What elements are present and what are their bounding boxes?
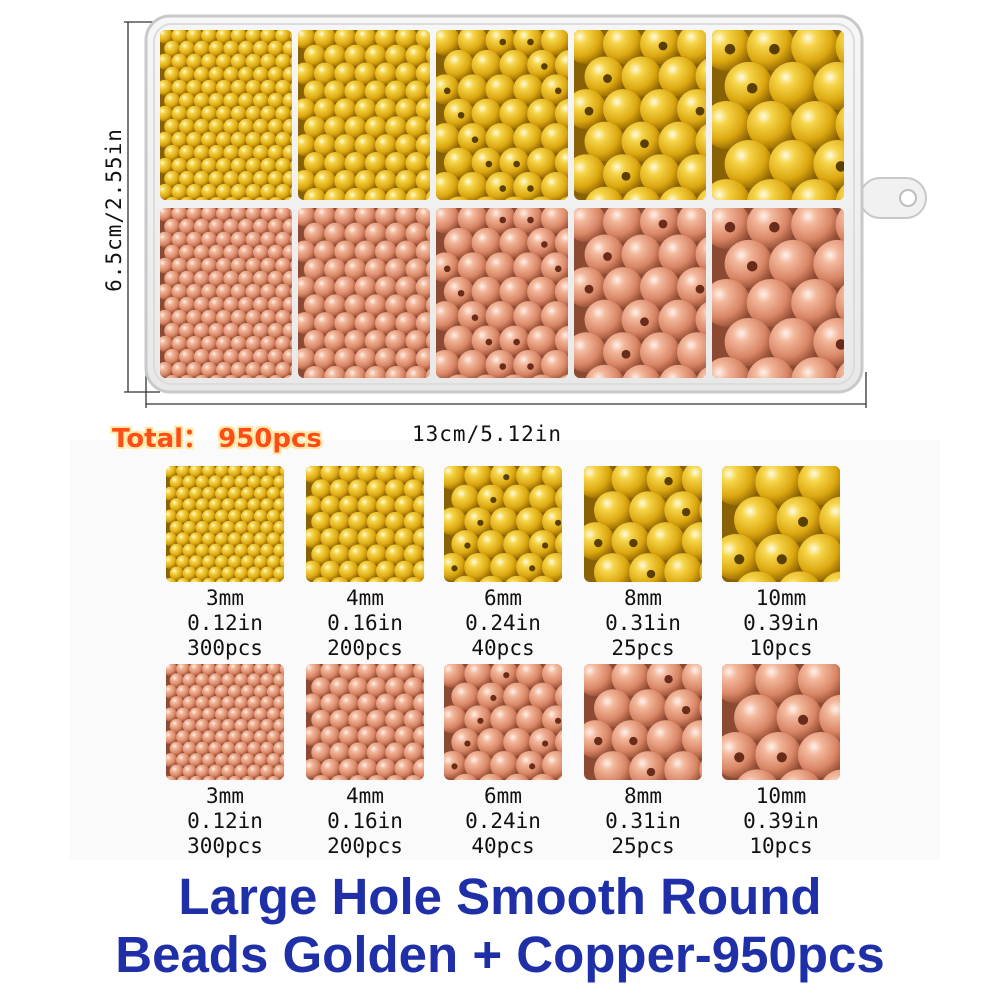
copper-4mm-caption: 4mm 0.16in 200pcs — [300, 784, 430, 859]
compartment-golden-4 — [574, 30, 706, 200]
compartment-copper-1 — [160, 208, 292, 378]
size-inch: 0.31in — [605, 611, 681, 635]
copper-6mm-caption: 6mm 0.24in 40pcs — [438, 784, 568, 859]
box-height-label: 6.5cm/2.55in — [102, 128, 126, 292]
swatch-copper-1 — [166, 664, 284, 780]
golden-8mm-caption: 8mm 0.31in 25pcs — [578, 586, 708, 661]
compartment-copper-2 — [298, 208, 430, 378]
piece-count: 200pcs — [327, 834, 403, 858]
size-mm: 4mm — [346, 784, 384, 808]
golden-10mm-caption: 10mm 0.39in 10pcs — [716, 586, 846, 661]
size-inch: 0.39in — [743, 611, 819, 635]
compartment-golden-1 — [160, 30, 292, 200]
size-inch: 0.24in — [465, 611, 541, 635]
compartment-copper-3 — [436, 208, 568, 378]
piece-count: 40pcs — [471, 636, 535, 660]
compartment-copper-5 — [712, 208, 844, 378]
size-mm: 6mm — [484, 586, 522, 610]
size-mm: 3mm — [206, 586, 244, 610]
compartment-golden-2 — [298, 30, 430, 200]
piece-count: 10pcs — [749, 636, 813, 660]
size-inch: 0.12in — [187, 611, 263, 635]
size-mm: 4mm — [346, 586, 384, 610]
piece-count: 40pcs — [471, 834, 535, 858]
golden-4mm-caption: 4mm 0.16in 200pcs — [300, 586, 430, 661]
swatch-copper-4 — [584, 664, 702, 780]
copper-10mm-caption: 10mm 0.39in 10pcs — [716, 784, 846, 859]
total-count-badge: Total： 950pcs — [112, 424, 322, 454]
piece-count: 25pcs — [611, 834, 675, 858]
size-inch: 0.24in — [465, 809, 541, 833]
copper-8mm-caption: 8mm 0.31in 25pcs — [578, 784, 708, 859]
size-mm: 8mm — [624, 586, 662, 610]
swatch-golden-2 — [306, 466, 424, 582]
swatch-golden-4 — [584, 466, 702, 582]
size-inch: 0.39in — [743, 809, 819, 833]
swatch-copper-3 — [444, 664, 562, 780]
piece-count: 300pcs — [187, 834, 263, 858]
size-mm: 10mm — [755, 586, 807, 610]
piece-count: 25pcs — [611, 636, 675, 660]
size-inch: 0.16in — [327, 809, 403, 833]
size-mm: 3mm — [206, 784, 244, 808]
golden-6mm-caption: 6mm 0.24in 40pcs — [438, 586, 568, 661]
compartment-golden-5 — [712, 30, 844, 200]
size-mm: 6mm — [484, 784, 522, 808]
piece-count: 10pcs — [749, 834, 813, 858]
product-headline: Large Hole Smooth Round Beads Golden + C… — [0, 868, 1000, 984]
swatch-golden-5 — [722, 466, 840, 582]
bead-swatches — [166, 466, 840, 780]
piece-count: 300pcs — [187, 636, 263, 660]
box-compartments — [160, 30, 844, 378]
golden-3mm-caption: 3mm 0.12in 300pcs — [160, 586, 290, 661]
swatch-copper-2 — [306, 664, 424, 780]
compartment-copper-4 — [574, 208, 706, 378]
swatch-golden-3 — [444, 466, 562, 582]
copper-3mm-caption: 3mm 0.12in 300pcs — [160, 784, 290, 859]
swatch-golden-1 — [166, 466, 284, 582]
box-width-label: 13cm/5.12in — [412, 422, 563, 446]
size-mm: 8mm — [624, 784, 662, 808]
size-inch: 0.12in — [187, 809, 263, 833]
piece-count: 200pcs — [327, 636, 403, 660]
size-inch: 0.31in — [605, 809, 681, 833]
dimension-lines — [124, 21, 867, 408]
size-inch: 0.16in — [327, 611, 403, 635]
headline-line-1: Large Hole Smooth Round — [178, 868, 822, 925]
compartment-golden-3 — [436, 30, 568, 200]
headline-line-2: Beads Golden + Copper-950pcs — [115, 926, 885, 983]
swatch-copper-5 — [722, 664, 840, 780]
size-mm: 10mm — [755, 784, 807, 808]
